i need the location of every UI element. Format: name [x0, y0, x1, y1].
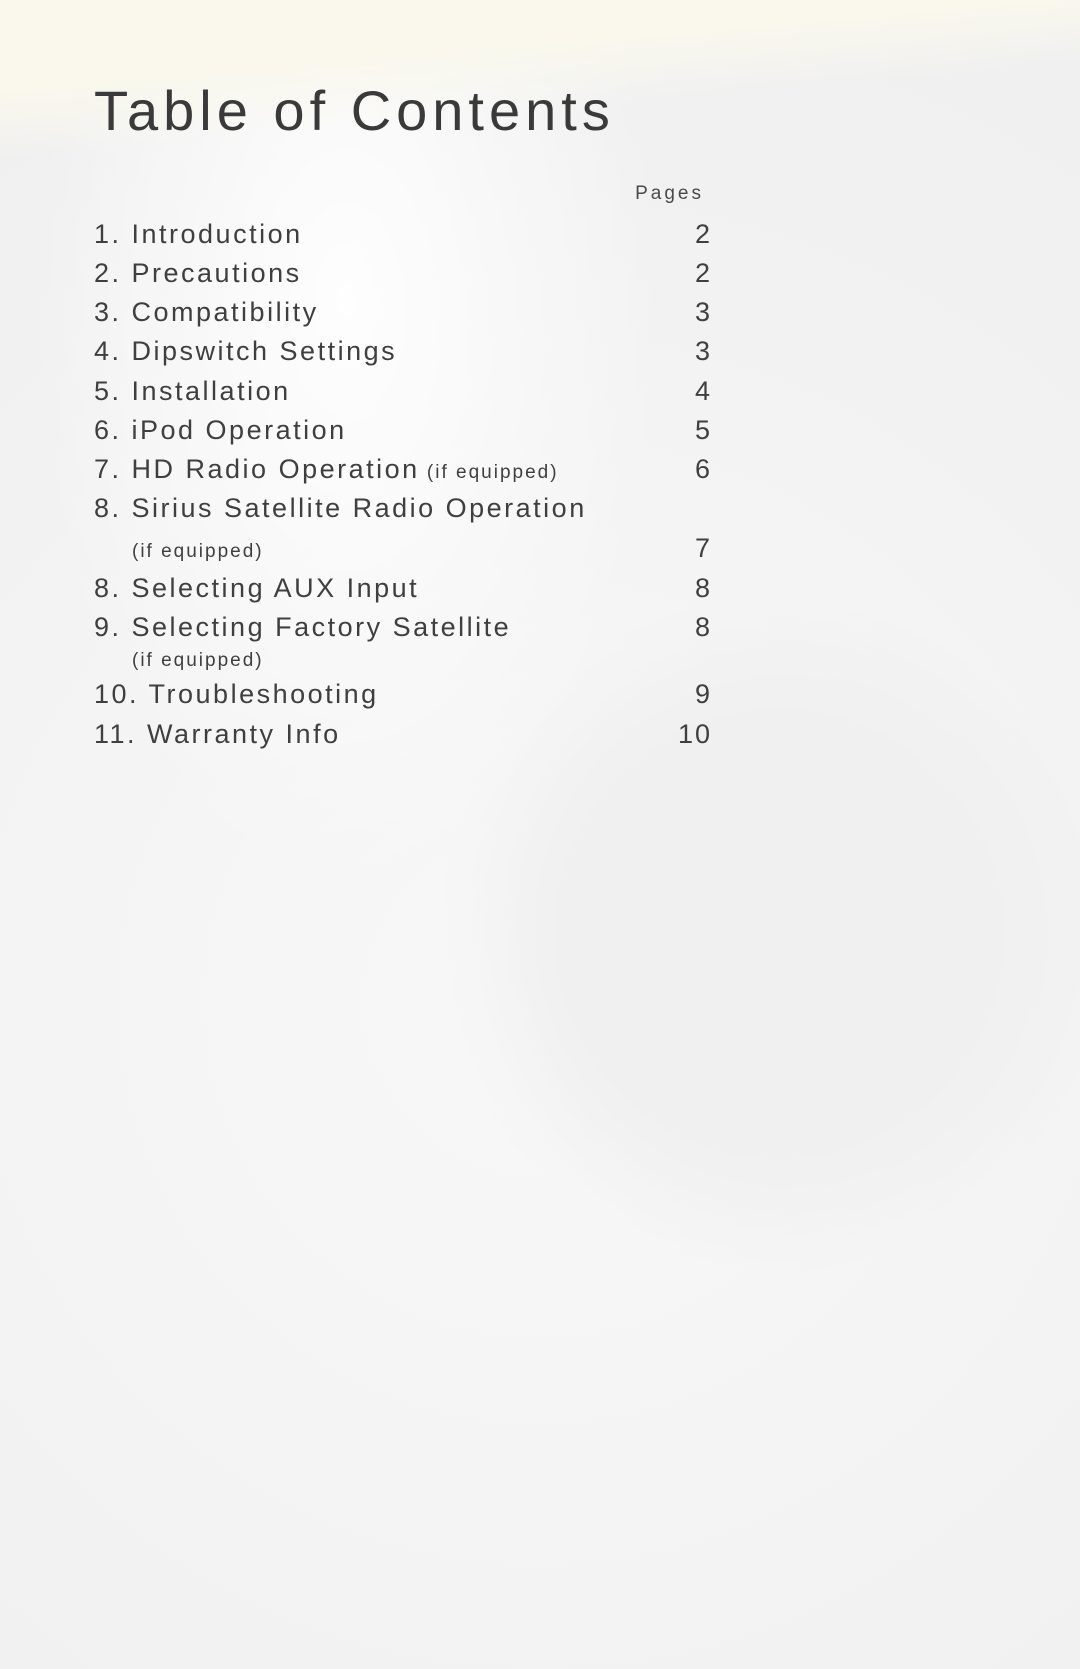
toc-entry-note: (if equipped) — [94, 647, 712, 676]
toc-entry-note-row: (if equipped) — [94, 647, 712, 676]
toc-entry-page: 10 — [672, 715, 712, 754]
page-title: Table of Contents — [94, 78, 986, 143]
toc-entry-page: 3 — [672, 293, 712, 332]
toc-entry-page: 9 — [672, 675, 712, 714]
toc-entry-page: 8 — [672, 608, 712, 647]
toc-entry-page: 6 — [672, 450, 712, 489]
toc-entry: 11. Warranty Info10 — [94, 715, 712, 754]
toc-entry-label: 2. Precautions — [94, 254, 672, 293]
toc-entry-page: 5 — [672, 411, 712, 450]
toc-entry-label: 4. Dipswitch Settings — [94, 332, 672, 371]
page-content: Table of Contents Pages 1. Introduction2… — [0, 0, 1080, 754]
toc-entry-label: 1. Introduction — [94, 215, 672, 254]
toc-entry: 2. Precautions2 — [94, 254, 712, 293]
toc-entry: 4. Dipswitch Settings3 — [94, 332, 712, 371]
toc-entry: 5. Installation4 — [94, 372, 712, 411]
toc-entry-inline-note: (if equipped) — [420, 462, 559, 483]
pages-column-header: Pages — [94, 183, 708, 205]
toc-entry-page: 8 — [672, 569, 712, 608]
toc-entry-note: (if equipped) — [94, 538, 672, 567]
toc-entry-label: 11. Warranty Info — [94, 715, 672, 754]
toc-entry: 3. Compatibility3 — [94, 293, 712, 332]
toc-entry: 8. Sirius Satellite Radio Operation — [94, 489, 712, 528]
toc-entry: 6. iPod Operation5 — [94, 411, 712, 450]
toc-entry-page: 3 — [672, 332, 712, 371]
toc-entry-label: 9. Selecting Factory Satellite — [94, 608, 672, 647]
toc-entry-label: 7. HD Radio Operation (if equipped) — [94, 450, 672, 489]
toc-entry: 7. HD Radio Operation (if equipped)6 — [94, 450, 712, 489]
toc-entry-page: 2 — [672, 254, 712, 293]
toc-entry-label: 8. Selecting AUX Input — [94, 569, 672, 608]
toc-entry-label: 5. Installation — [94, 372, 672, 411]
toc-entry-label: 8. Sirius Satellite Radio Operation — [94, 489, 712, 528]
toc-entry: 10. Troubleshooting9 — [94, 675, 712, 714]
toc-entry-label: 3. Compatibility — [94, 293, 672, 332]
toc-entry: 8. Selecting AUX Input8 — [94, 569, 712, 608]
toc-entry: 9. Selecting Factory Satellite8 — [94, 608, 712, 647]
toc-entry-label: 6. iPod Operation — [94, 411, 672, 450]
toc-entry: 1. Introduction2 — [94, 215, 712, 254]
toc-entry-label: 10. Troubleshooting — [94, 675, 672, 714]
toc-entry-note-row: (if equipped)7 — [94, 528, 712, 569]
toc-entry-page: 7 — [672, 528, 712, 569]
toc-entry-page: 4 — [672, 372, 712, 411]
table-of-contents: 1. Introduction22. Precautions23. Compat… — [94, 215, 712, 754]
toc-entry-page: 2 — [672, 215, 712, 254]
